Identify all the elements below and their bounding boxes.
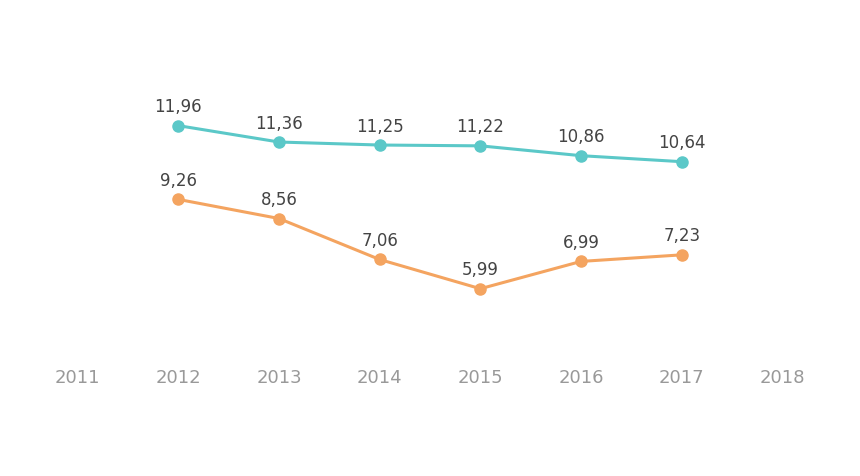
Pekerja Anak <box>173 197 183 203</box>
Text: 6,99: 6,99 <box>562 234 599 251</box>
Pekerja Anak <box>677 252 687 258</box>
Text: 11,36: 11,36 <box>255 114 303 132</box>
Text: 11,22: 11,22 <box>457 118 504 136</box>
Text: 7,06: 7,06 <box>361 232 398 249</box>
Kemiskinan <box>677 159 687 165</box>
Kemiskinan <box>576 153 587 159</box>
Text: 10,64: 10,64 <box>658 134 705 152</box>
Line: Kemiskinan: Kemiskinan <box>173 121 687 168</box>
Pekerja Anak <box>374 257 384 263</box>
Text: 8,56: 8,56 <box>261 191 298 208</box>
Text: 11,96: 11,96 <box>155 98 202 116</box>
Text: 7,23: 7,23 <box>663 227 700 245</box>
Pekerja Anak <box>476 286 486 292</box>
Legend: Pekerja Anak, Kemiskinan: Pekerja Anak, Kemiskinan <box>273 473 587 476</box>
Pekerja Anak <box>273 216 284 222</box>
Line: Pekerja Anak: Pekerja Anak <box>173 194 687 295</box>
Pekerja Anak <box>576 259 587 265</box>
Kemiskinan <box>476 144 486 149</box>
Text: 5,99: 5,99 <box>462 261 499 279</box>
Text: 11,25: 11,25 <box>356 118 403 135</box>
Kemiskinan <box>273 140 284 146</box>
Text: 9,26: 9,26 <box>160 172 197 189</box>
Kemiskinan <box>374 143 384 149</box>
Text: 10,86: 10,86 <box>557 128 605 146</box>
Kemiskinan <box>173 123 183 129</box>
